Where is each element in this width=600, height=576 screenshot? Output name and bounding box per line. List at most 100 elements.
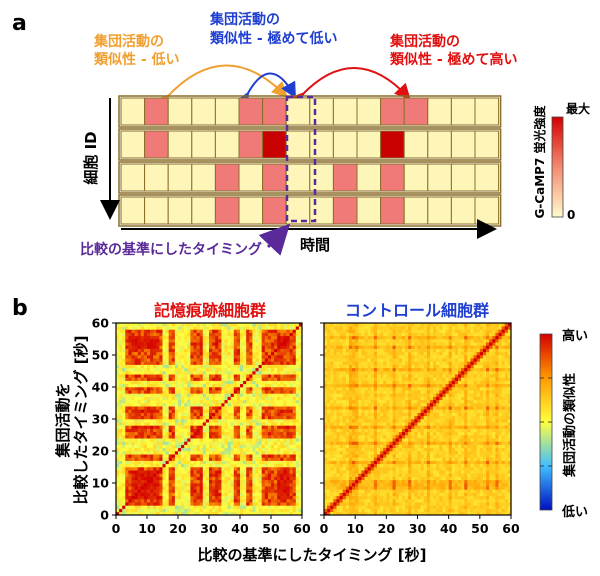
cell-block <box>262 196 287 225</box>
x-tick-label: 10 <box>138 521 156 536</box>
cell-block <box>285 130 311 159</box>
x-tick-label: 40 <box>231 521 249 536</box>
cell-block <box>309 130 334 159</box>
cell-block <box>427 97 452 126</box>
heatmap-memory-engram <box>116 323 303 516</box>
heatmap-y-ticks: 0 10 20 30 40 50 60 <box>92 316 324 523</box>
cell-block <box>238 97 264 126</box>
y-tick-label: 20 <box>92 444 110 459</box>
activity-grid <box>118 95 502 227</box>
x-tick-label: 50 <box>471 521 489 536</box>
cell-block <box>332 163 358 192</box>
colorbar-fluorescence-title: G-CaMP7 蛍光強度 <box>532 105 547 219</box>
heatmap-control <box>324 323 512 516</box>
y-tick-label: 40 <box>92 380 110 395</box>
heatmap-y-axis-label-2: 比較したタイミング [秒] <box>72 336 90 505</box>
x-tick-label: 60 <box>502 521 520 536</box>
cell-block <box>332 130 358 159</box>
y-axis-label-cell-id: 細胞 ID <box>82 131 100 184</box>
label-similarity-very-high-1: 集団活動の <box>389 33 460 50</box>
colorbar-fluorescence <box>551 116 564 218</box>
cell-block <box>238 130 264 159</box>
cell-block <box>380 97 405 126</box>
cell-block <box>144 163 169 192</box>
heatmap-right-title: コントロール細胞群 <box>345 301 489 320</box>
cell-block <box>262 97 287 126</box>
cell-block <box>285 163 311 192</box>
cell-block <box>238 163 264 192</box>
cell-block <box>474 130 500 159</box>
arrow-orange-curve <box>152 64 288 112</box>
cell-block <box>450 130 476 159</box>
cell-block <box>191 97 216 126</box>
cell-block <box>191 196 216 225</box>
cell-block <box>262 130 287 159</box>
heatmap-left-x-ticks: 0 10 20 30 40 50 60 <box>112 515 311 536</box>
cell-block <box>380 163 405 192</box>
cell-block <box>167 130 193 159</box>
cell-row <box>118 161 502 194</box>
cell-block <box>427 130 452 159</box>
cell-block <box>450 163 476 192</box>
label-similarity-low-2: 類似性 - 低い <box>93 51 180 68</box>
x-tick-label: 40 <box>440 521 458 536</box>
cell-block <box>332 196 358 225</box>
colorbar-similarity-high: 高い <box>562 328 588 344</box>
cell-block <box>450 97 476 126</box>
heatmap-left-title: 記憶痕跡細胞群 <box>154 301 266 320</box>
cell-block <box>427 196 452 225</box>
x-tick-label: 50 <box>262 521 280 536</box>
label-similarity-low-1: 集団活動の <box>93 33 164 50</box>
reference-timing-label: 比較の基準にしたタイミング <box>80 241 262 258</box>
cell-block <box>214 163 240 192</box>
cell-block <box>309 163 334 192</box>
heatmap-y-axis-label-1: 集団活動を <box>54 382 72 458</box>
cell-block <box>262 163 287 192</box>
cell-block <box>474 97 500 126</box>
cell-block <box>167 196 193 225</box>
cell-block <box>144 196 169 225</box>
x-tick-label: 20 <box>169 521 187 536</box>
arrow-red-curve <box>287 67 411 110</box>
cell-block <box>120 163 146 192</box>
x-tick-label: 30 <box>409 521 427 536</box>
x-tick-label: 0 <box>112 521 121 536</box>
cell-block <box>120 97 146 126</box>
cell-block <box>403 97 429 126</box>
cell-block <box>356 163 382 192</box>
colorbar-fluorescence-min: 0 <box>567 208 575 222</box>
label-similarity-very-high-2: 類似性 - 極めて高い <box>389 51 518 68</box>
cell-block <box>403 130 429 159</box>
x-tick-label: 10 <box>346 521 364 536</box>
cell-block <box>285 97 311 126</box>
label-similarity-very-low-1: 集団活動の <box>209 11 280 28</box>
colorbar-similarity-title: 集団活動の類似性 <box>562 373 578 478</box>
panel-a-letter: a <box>12 11 27 36</box>
arrow-blue-curve <box>234 72 296 110</box>
reference-timing-arrow <box>258 223 291 256</box>
colorbar-similarity-low: 低い <box>561 504 588 520</box>
heatmap-x-axis-label: 比較の基準にしたタイミング [秒] <box>198 546 427 564</box>
cell-block <box>120 130 146 159</box>
x-tick-label: 60 <box>293 521 311 536</box>
y-tick-label: 50 <box>92 348 110 363</box>
cell-block <box>380 196 405 225</box>
cell-block <box>167 163 193 192</box>
cell-block <box>332 97 358 126</box>
cell-block <box>356 97 382 126</box>
x-tick-label: 0 <box>320 521 329 536</box>
cell-block <box>474 196 500 225</box>
cell-block <box>167 97 193 126</box>
x-tick-label: 20 <box>378 521 396 536</box>
cell-block <box>214 97 240 126</box>
reference-timing-box <box>285 95 317 223</box>
y-tick-label: 0 <box>100 508 109 523</box>
cell-block <box>191 163 216 192</box>
cell-block <box>191 130 216 159</box>
y-tick-label: 60 <box>92 316 110 331</box>
cell-block <box>427 163 452 192</box>
heatmap-right-x-ticks: 0 10 20 30 40 50 60 <box>320 515 520 536</box>
cell-block <box>474 163 500 192</box>
x-axis-label-time: 時間 <box>300 236 330 254</box>
